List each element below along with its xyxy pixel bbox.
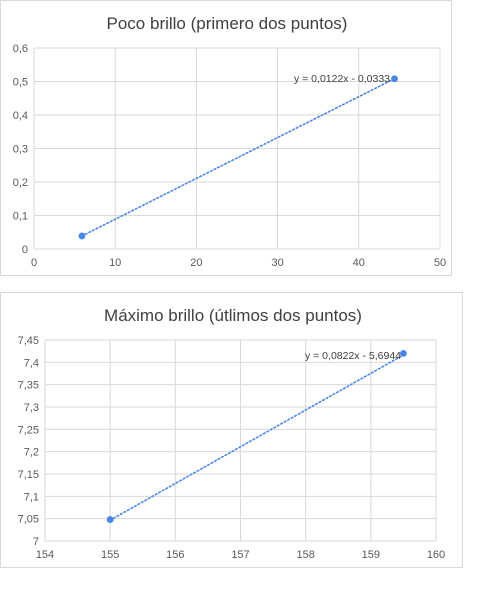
- x-tick-label: 20: [190, 257, 202, 269]
- y-tick-label: 0,5: [13, 77, 28, 89]
- chart-maximo-brillo-svg: Máximo brillo (útlimos dos puntos) 7 7,05…: [18, 306, 446, 561]
- y-tick-label: 0,2: [13, 177, 28, 189]
- x-tick-label: 40: [353, 257, 365, 269]
- x-tick-label: 156: [166, 549, 184, 561]
- y-tick-label: 7,05: [18, 514, 39, 526]
- chart-poco-brillo: Poco brillo (primero dos puntos) 0 0,1 0,2…: [0, 0, 452, 276]
- chart-poco-brillo-svg: Poco brillo (primero dos puntos) 0 0,1 0,2…: [13, 14, 446, 269]
- x-tick-label: 158: [296, 549, 314, 561]
- x-tick-label: 50: [434, 257, 446, 269]
- x-tick-label: 30: [271, 257, 283, 269]
- data-point: [391, 75, 398, 83]
- y-tick-label: 7,35: [18, 380, 39, 392]
- trendline-equation: y = 0,0122x - 0,0333: [294, 73, 390, 85]
- x-tick-label: 160: [427, 549, 445, 561]
- x-tick-label: 154: [36, 549, 54, 561]
- x-tick-label: 159: [362, 549, 380, 561]
- y-tick-label: 7,2: [24, 447, 39, 459]
- y-tick-label: 7,1: [24, 491, 39, 503]
- chart-maximo-brillo: Máximo brillo (útlimos dos puntos) 7 7,05…: [0, 292, 463, 568]
- data-point: [400, 350, 407, 357]
- x-tick-label: 157: [231, 549, 249, 561]
- data-point: [106, 516, 114, 523]
- y-tick-label: 7: [33, 536, 39, 548]
- x-tick-label: 0: [31, 257, 37, 269]
- data-point: [78, 232, 86, 240]
- trendline: [81, 77, 396, 237]
- chart-title: Poco brillo (primero dos puntos): [107, 14, 348, 33]
- y-tick-label: 0,1: [13, 211, 28, 223]
- y-tick-label: 0,4: [13, 110, 28, 122]
- y-tick-label: 7,45: [18, 335, 39, 347]
- y-tick-label: 0,6: [13, 43, 28, 55]
- y-tick-label: 0,3: [13, 144, 28, 156]
- chart-title: Máximo brillo (útlimos dos puntos): [104, 306, 362, 325]
- trendline-equation: y = 0,0822x - 5,6944: [305, 350, 401, 362]
- x-tick-label: 155: [101, 549, 119, 561]
- y-tick-label: 0: [22, 244, 28, 256]
- y-tick-label: 7,15: [18, 469, 39, 481]
- y-tick-label: 7,4: [24, 357, 39, 369]
- y-tick-label: 7,3: [24, 402, 39, 414]
- x-tick-label: 10: [109, 257, 121, 269]
- trendline: [109, 354, 405, 521]
- y-tick-label: 7,25: [18, 424, 39, 436]
